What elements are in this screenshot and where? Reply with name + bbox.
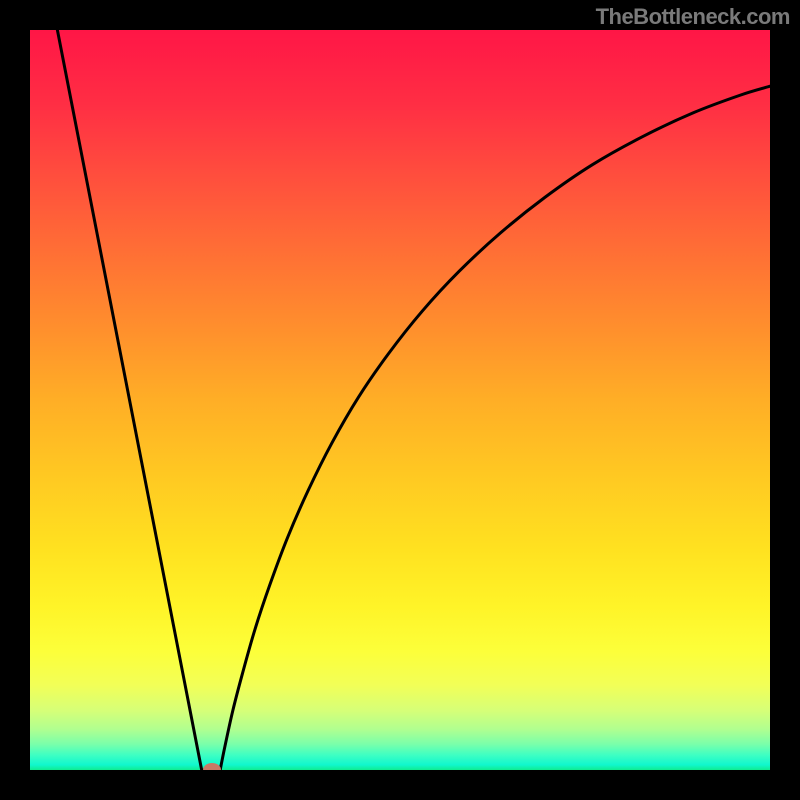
gradient-background: [30, 30, 770, 770]
chart-container: TheBottleneck.com: [0, 0, 800, 800]
plot-area: [30, 30, 770, 770]
watermark-text: TheBottleneck.com: [596, 4, 790, 30]
